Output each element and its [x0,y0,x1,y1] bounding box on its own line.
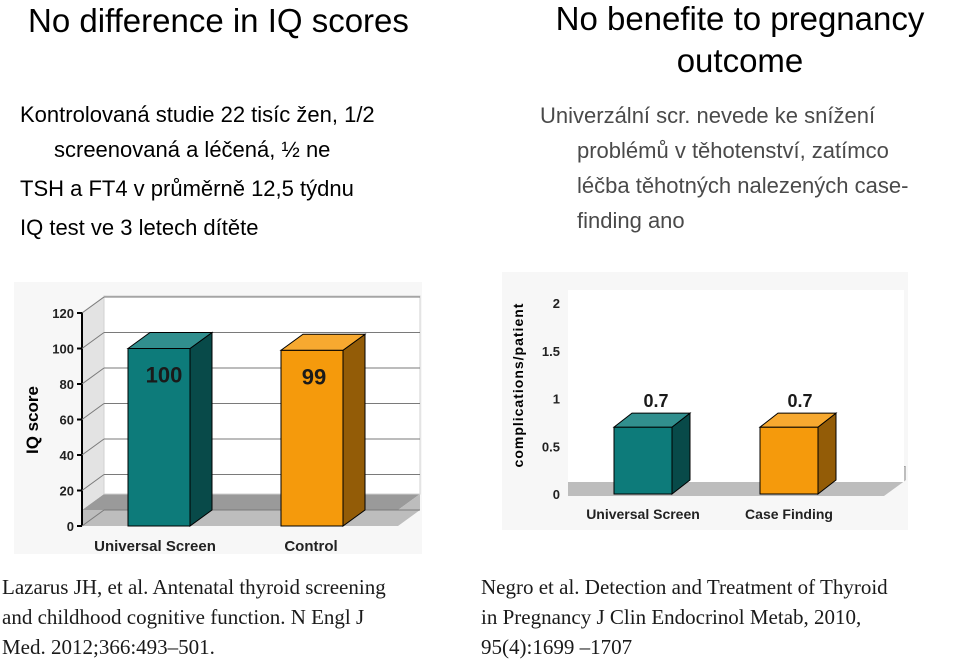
left-bullet-1: Kontrolovaná studie 22 tisíc žen, 1/2 [20,102,375,127]
left-title: No difference in IQ scores [28,2,409,39]
x-category-label: Case Finding [745,506,833,522]
right-bullet-1: Univerzální scr. nevede ke snížení [540,103,876,128]
y-tick-label: 40 [60,448,74,463]
x-category-label: Universal Screen [586,506,700,522]
bar [280,349,344,527]
bar-value-label: 0.7 [643,391,668,411]
iq-chart: 0 20 40 60 80 100 120 100 99 Universal Screen Co… [14,282,422,555]
right-reference-line-3: 95(4):1699 –1707 [481,635,633,659]
left-bullet-2: TSH a FT4 v průměrně 12,5 týdnu [20,176,354,201]
bar-top [279,333,367,351]
left-bullet-1-cont: screenovaná a léčená, ½ ne [54,137,331,162]
right-bullet-1-cont-b: léčba těhotných nalezených case- [577,173,909,198]
right-bullet-1-cont-c: finding ano [577,208,685,233]
x-category-label: Universal Screen [94,538,216,555]
right-title-line-1: No benefite to pregnancy [555,0,925,37]
y-tick-label: 1.5 [542,344,560,359]
gridline-diagonal [81,509,105,527]
bar-top [612,412,692,428]
left-bullet-3: IQ test ve 3 letech dítěte [20,215,259,240]
gridline-diagonal [81,332,105,349]
gridline-diagonal [81,367,105,385]
bar [613,426,673,495]
iq-chart-side-wall [82,296,104,510]
complications-chart: 0 0.5 1 1.5 2 0.7 0.7 Universal Screen Case Fi… [502,272,908,530]
right-reference-line-2: in Pregnancy J Clin Endocrinol Metab, 20… [481,605,862,629]
y-tick-label: 2 [553,296,560,311]
right-reference-line-1: Negro et al. Detection and Treatment of … [481,575,888,599]
left-reference-line-1: Lazarus JH, et al. Antenatal thyroid scr… [2,575,386,599]
y-tick-label: 120 [52,306,74,321]
y-tick-label: 0.5 [542,439,560,454]
y-tick-label: 1 [553,392,560,407]
bar [127,348,191,527]
left-reference-line-2: and childhood cognitive function. N Engl… [2,605,365,629]
y-tick-label: 20 [60,484,74,499]
y-tick-label: 80 [60,377,74,392]
left-reference-line-3: Med. 2012;366:493–501. [2,635,215,659]
gridline-diagonal [81,474,105,491]
y-tick-label: 0 [553,487,560,502]
bar-top [758,412,838,428]
bar-value-label: 99 [302,364,326,389]
y-tick-label: 0 [67,519,74,534]
bar [759,426,819,495]
y-tick-label: 60 [60,413,74,428]
gridline-diagonal [81,296,105,314]
iq-chart-y-axis-label: IQ score [23,386,42,454]
bar-value-label: 100 [146,363,183,388]
bar-side [189,331,213,527]
bar-top [126,332,214,349]
bar-value-label: 0.7 [787,391,812,411]
bar-side [342,333,366,527]
gridline-diagonal [81,403,105,420]
complications-chart-y-axis-label: complications/patient [510,303,526,468]
right-title-line-2: outcome [676,42,804,79]
y-tick-label: 100 [52,342,74,357]
gridline-diagonal [81,438,105,456]
right-bullet-1-cont-a: problémů v těhotenství, zatímco [577,138,889,163]
x-category-label: Control [284,538,337,555]
